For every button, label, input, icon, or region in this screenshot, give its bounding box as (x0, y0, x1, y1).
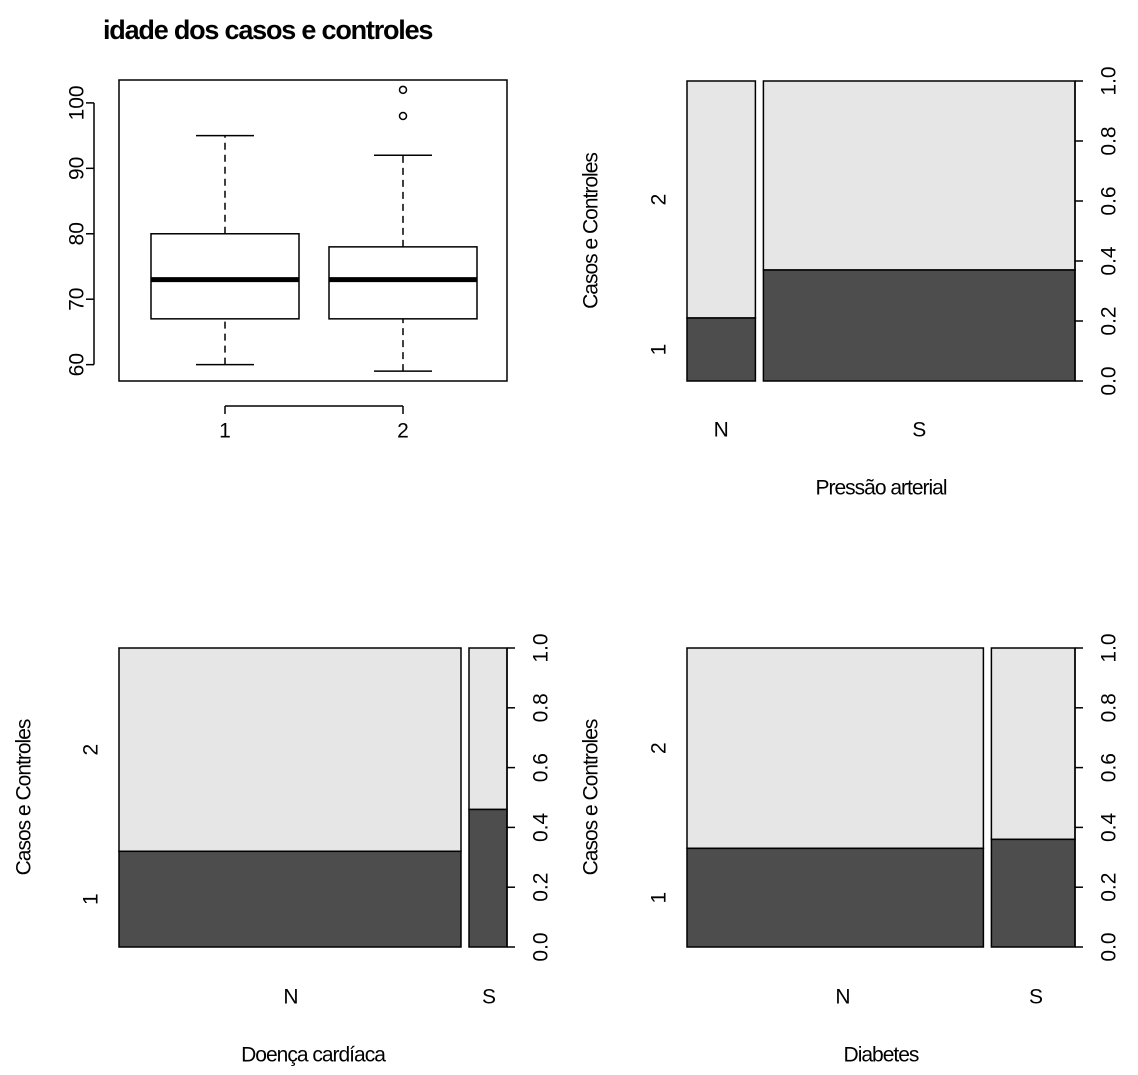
right-axis-tick-label: 0.8 (530, 693, 553, 722)
bar-S-series-1 (762, 269, 1076, 382)
right-axis-tick-label: 0.0 (530, 932, 553, 961)
bar-S-series-2 (468, 647, 508, 811)
left-axis-label: 2 (648, 194, 671, 206)
bar-S-series-2 (762, 80, 1076, 271)
x-category-label: S (482, 986, 496, 1009)
y-axis-title: Casos e Controles (13, 719, 36, 875)
bar-S-series-2 (990, 647, 1076, 841)
x-category-label: S (912, 419, 926, 442)
spineplot-panel-1: 1 2 0.0 0.2 0.4 0.6 0.8 1.0 N S Pressão arterial Ca… (580, 66, 1121, 499)
right-axis-tick-label: 0.4 (1098, 246, 1121, 276)
y-tick-label: 70 (66, 288, 89, 311)
spineplot-panel-2: 1 2 0.0 0.2 0.4 0.6 0.8 1.0 N S Doença cardíaca Cas… (13, 633, 553, 1066)
right-axis-tick-label: 1.0 (1098, 633, 1121, 662)
right-axis-tick-label: 0.8 (1098, 693, 1121, 722)
bar-S-series-1 (990, 838, 1076, 948)
x-category-label: S (1029, 986, 1043, 1009)
left-axis-label: 1 (648, 892, 671, 904)
y-tick-label: 60 (66, 353, 89, 376)
y-tick-label: 90 (66, 157, 89, 180)
bar-N-series-2 (686, 647, 985, 850)
iqr-box (328, 246, 478, 320)
x-axis-title: Doença cardíaca (241, 1044, 386, 1067)
iqr-box (150, 233, 300, 320)
spineplot-panel-3: 1 2 0.0 0.2 0.4 0.6 0.8 1.0 N S Diabetes Casos e Co… (580, 633, 1121, 1066)
y-axis-title: Casos e Controles (580, 153, 603, 309)
right-axis-tick-label: 0.2 (530, 873, 553, 902)
x-axis-title: Pressão arterial (815, 477, 946, 500)
outlier-point (398, 85, 408, 95)
box-2 (328, 85, 478, 372)
right-axis-tick-label: 0.2 (1098, 306, 1121, 335)
right-axis-tick-label: 0.4 (1098, 812, 1121, 842)
right-axis-tick-label: 0.0 (1098, 932, 1121, 961)
right-axis-tick-label: 0.8 (1098, 126, 1121, 155)
outlier-point (398, 111, 408, 121)
right-axis-tick-label: 1.0 (1098, 66, 1121, 95)
y-tick-label: 80 (66, 222, 89, 245)
x-category-label: N (714, 419, 729, 442)
x-tick-label: 2 (397, 420, 409, 443)
boxplot-panel: 60 70 80 90 100 1 2 idade dos casos e controles (66, 15, 508, 443)
left-axis-label: 2 (648, 742, 671, 754)
y-axis-title: Casos e Controles (580, 719, 603, 875)
bar-N-series-1 (686, 317, 757, 382)
bar-N-series-1 (118, 850, 462, 948)
right-axis-tick-label: 0.6 (530, 753, 553, 782)
bar-S-series-1 (468, 808, 508, 948)
left-axis-label: 1 (648, 344, 671, 356)
right-axis-tick-label: 0.6 (1098, 186, 1121, 215)
right-axis-tick-label: 1.0 (530, 633, 553, 662)
right-axis-tick-label: 0.4 (530, 812, 553, 842)
plot-frame (118, 79, 508, 382)
left-axis-label: 1 (80, 893, 103, 905)
x-axis-title: Diabetes (844, 1044, 919, 1067)
x-tick-label: 1 (219, 420, 231, 443)
right-axis-tick-label: 0.2 (1098, 873, 1121, 902)
box-1 (150, 134, 300, 366)
left-axis-label: 2 (80, 744, 103, 756)
right-axis-tick-label: 0.0 (1098, 366, 1121, 395)
y-tick-label: 100 (66, 85, 89, 120)
bar-N-series-2 (118, 647, 462, 853)
chart-title: idade dos casos e controles (103, 15, 432, 45)
bar-N-series-1 (686, 847, 985, 948)
x-category-label: N (283, 986, 298, 1009)
x-category-label: N (835, 986, 850, 1009)
right-axis-tick-label: 0.6 (1098, 753, 1121, 782)
bar-N-series-2 (686, 80, 757, 319)
